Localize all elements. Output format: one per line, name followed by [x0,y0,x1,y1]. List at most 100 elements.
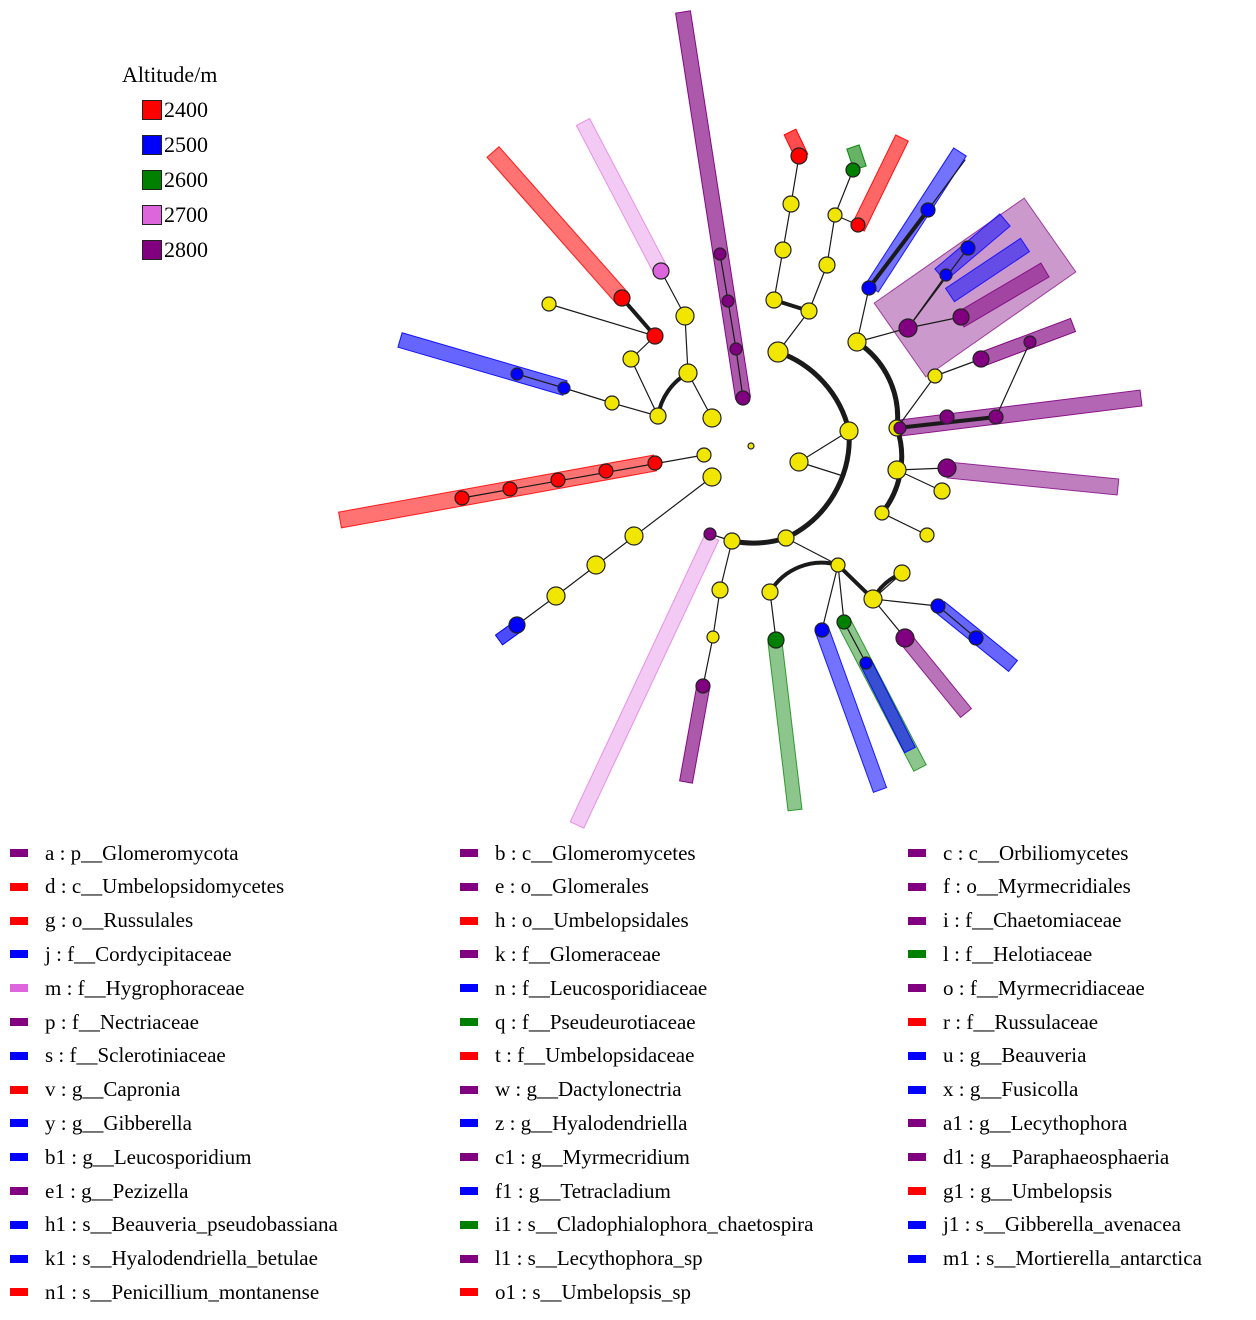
discriminant-node [988,409,1004,425]
taxon-label: i : f__Chaetomiaceae [943,908,1122,933]
taxon-color-marker [460,1187,478,1195]
taxon-legend-item: t : f__Umbelopsidaceae [460,1041,694,1071]
taxon-legend-item: n : f__Leucosporidiaceae [460,973,707,1003]
taxon-color-marker [460,1220,478,1229]
taxon-legend-item: q : f__Pseudeurotiaceae [460,1007,696,1037]
highlight-band [569,533,720,829]
altitude-swatch [142,169,162,190]
discriminant-node [952,308,970,326]
taxon-color-marker [908,1119,926,1128]
discriminant-node [646,327,664,345]
taxon-legend-item: k : f__Glomeraceae [460,939,661,969]
taxon-color-marker [10,1254,28,1263]
taxon-legend-item: v : g__Capronia [10,1075,180,1105]
taxon-legend-item: i1 : s__Cladophialophora_chaetospira [460,1210,813,1240]
taxon-label: k : f__Glomeraceae [495,941,661,966]
discriminant-node [647,455,663,471]
tree-branch [563,387,613,404]
taxon-legend-item: g : o__Russulales [10,906,193,936]
tree-branch [630,358,659,417]
tree-node [696,447,712,463]
taxon-label: q : f__Pseudeurotiaceae [495,1009,696,1034]
taxon-legend-item: d1 : g__Paraphaeosphaeria [908,1142,1169,1172]
taxon-color-marker [908,1254,926,1263]
taxon-label: k1 : s__Hyalodendriella_betulae [45,1246,318,1271]
tree-branch [821,564,839,631]
altitude-legend-title: Altitude/m [122,62,218,87]
tree-branch [896,375,936,429]
altitude-swatch [142,204,162,225]
discriminant-node [790,147,808,165]
tree-node [789,452,809,472]
taxon-label: g1 : g__Umbelopsis [943,1178,1113,1203]
taxon-color-marker [460,1254,478,1263]
taxon-legend-item: k1 : s__Hyalodendriella_betulae [10,1244,318,1274]
taxon-label: a1 : g__Lecythophora [943,1110,1128,1135]
taxon-color-marker [908,882,926,891]
taxon-legend-item: y : g__Gibberella [10,1108,192,1138]
highlight-band [898,389,1143,437]
altitude-label: 2600 [164,166,208,192]
taxon-label: j1 : s__Gibberella_avenacea [943,1212,1181,1237]
taxon-color-marker [10,1187,28,1195]
tree-node [893,564,911,582]
taxon-label: x : g__Fusicolla [943,1077,1079,1102]
tree-branch [907,274,947,329]
taxon-legend-item: r : f__Russulaceae [908,1007,1098,1037]
tree-arc [784,430,852,541]
tree-node [723,532,741,550]
taxon-legend: a : p__Glomeromycota b : c__Glomeromycete… [0,838,1256,1308]
tree-node [839,421,859,441]
tree-branch [834,169,854,216]
tree-node [546,586,566,606]
discriminant-node [598,463,614,479]
taxon-label: j : f__Cordycipitaceae [45,941,232,966]
taxon-legend-item: x : g__Fusicolla [908,1075,1078,1105]
tree-node [887,460,907,480]
taxon-color-marker [460,1085,478,1094]
highlight-band [397,332,568,396]
tree-branch [837,564,845,623]
taxon-legend-item: w : g__Dactylonectria [460,1075,682,1105]
discriminant-node [652,262,670,280]
taxon-legend-item: a1 : g__Lecythophora [908,1108,1127,1138]
tree-node [767,341,789,363]
highlight-band [955,262,1050,328]
tree-node [874,505,890,521]
taxon-legend-item: b : c__Glomeromycetes [460,838,696,868]
highlight-band [767,640,803,812]
altitude-legend-item: 2600 [122,162,217,197]
taxon-legend-item: o1 : s__Umbelopsis_sp [460,1277,691,1307]
tree-arc [768,560,839,594]
discriminant-node [767,631,785,649]
highlight-band [814,626,888,794]
taxon-color-marker [10,1153,28,1162]
discriminant-node [920,202,936,218]
taxon-legend-item: m : f__Hygrophoraceae [10,973,244,1003]
discriminant-node [898,318,918,338]
tree-node [933,482,951,500]
taxon-label: s : f__Sclerotiniaceae [45,1043,226,1068]
discriminant-node [968,630,984,646]
taxon-legend-item: e1 : g__Pezizella [10,1176,188,1206]
tree-branch [881,512,928,536]
discriminant-node [454,490,470,506]
discriminant-node [960,240,976,256]
discriminant-node [510,367,524,381]
taxon-legend-item: i : f__Chaetomiaceae [908,906,1121,936]
taxon-color-marker [10,849,28,857]
altitude-label: 2400 [164,96,208,122]
tree-branch [719,253,729,302]
taxon-legend-item: o : f__Myrmecridiaceae [908,973,1145,1003]
taxon-legend-item: g1 : g__Umbelopsis [908,1176,1112,1206]
taxon-legend-item: d : c__Umbelopsidomycetes [10,872,284,902]
discriminant-node [703,527,717,541]
taxon-color-marker [10,882,28,891]
altitude-legend-item: 2800 [122,232,217,267]
taxon-label: a : p__Glomeromycota [45,840,239,865]
altitude-label: 2700 [164,201,208,227]
discriminant-node [859,656,873,670]
altitude-swatch [142,239,162,260]
tree-branch [727,300,737,350]
taxon-legend-item: l1 : s__Lecythophora_sp [460,1244,703,1274]
